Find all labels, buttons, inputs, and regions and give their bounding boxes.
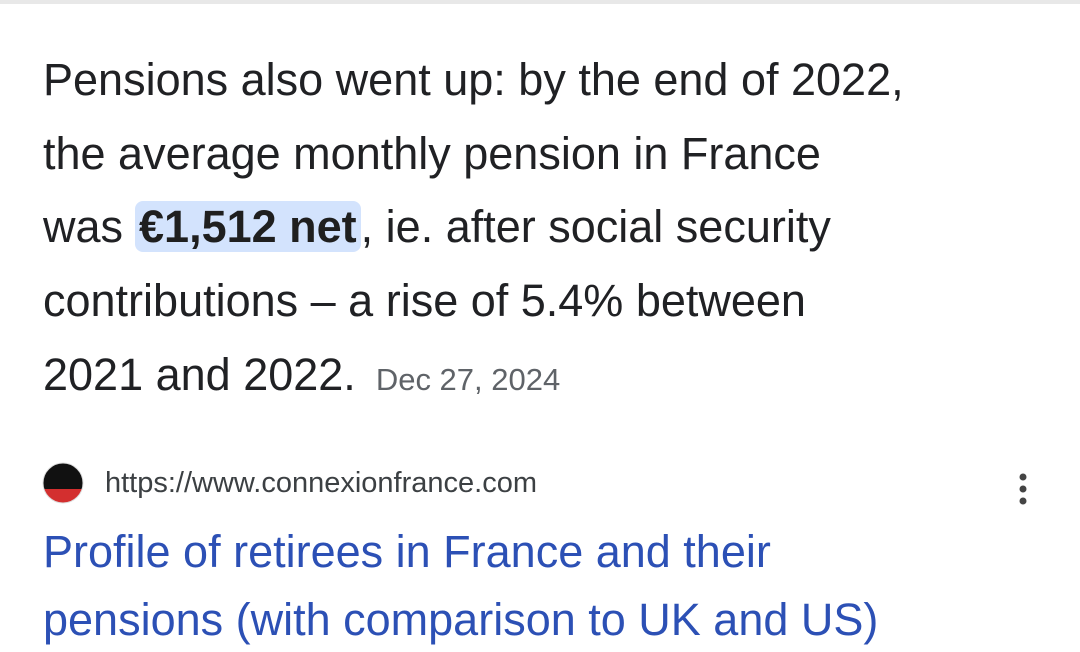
source-url[interactable]: https://www.connexionfrance.com <box>105 467 537 499</box>
favicon <box>42 462 84 504</box>
snippet-line: was €1,512 net, ie. after social security <box>43 197 831 257</box>
more-options[interactable] <box>1014 470 1032 510</box>
snippet-line: Pensions also went up: by the end of 202… <box>43 54 904 105</box>
snippet-line: contributions – a rise of 5.4% between <box>43 275 806 326</box>
snippet-text: , ie. after social security <box>360 201 831 252</box>
date: Dec 27, 2024 <box>375 362 561 397</box>
highlight: €1,512 net <box>135 201 361 252</box>
snippet-line: the average monthly pension in France <box>43 128 821 179</box>
snippet-text: 2021 and 2022. <box>43 349 356 400</box>
result-title[interactable]: Profile of retirees in France and their <box>43 526 771 577</box>
result-title[interactable]: pensions (with comparison to UK and US) <box>43 594 879 645</box>
top-divider <box>0 0 1080 4</box>
snippet-text: was <box>43 201 124 252</box>
snippet-line: 2021 and 2022. Dec 27, 2024 <box>43 345 560 410</box>
